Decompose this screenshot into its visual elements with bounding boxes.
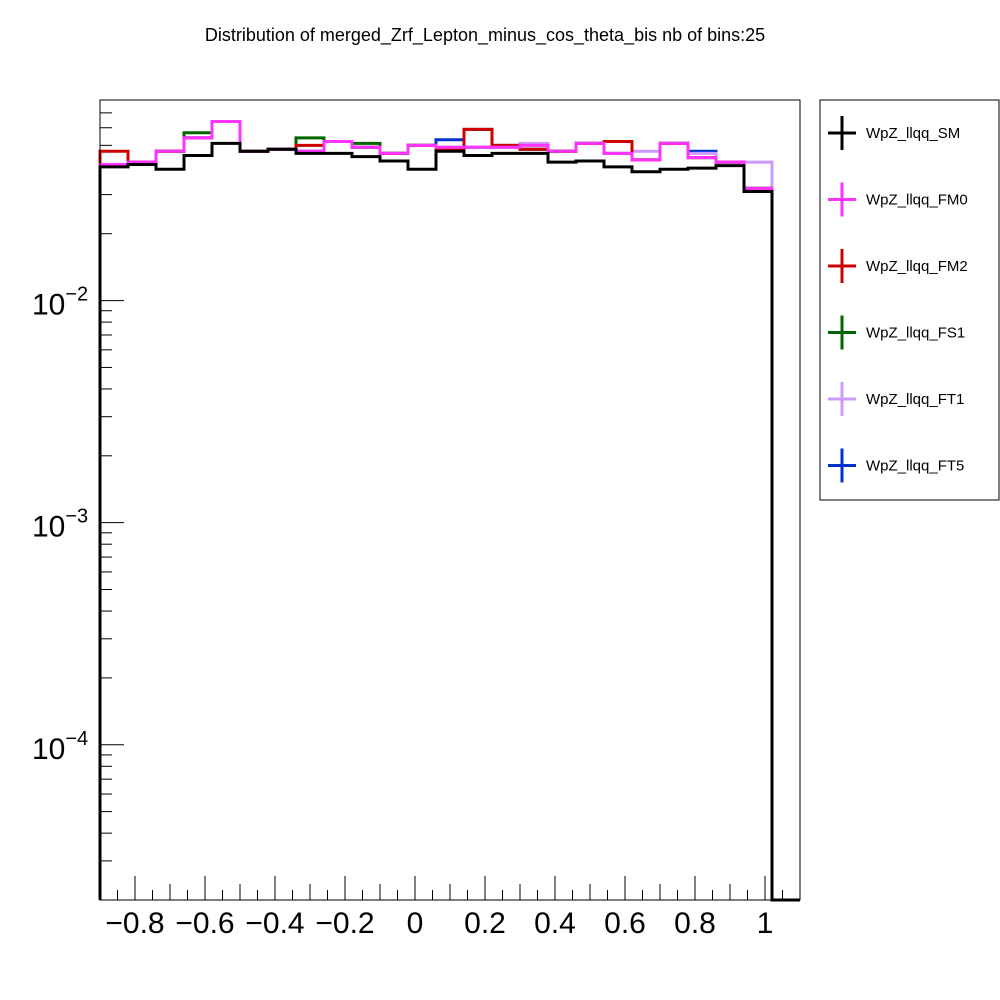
legend-label: WpZ_llqq_FM2	[866, 258, 968, 275]
x-tick-label: 0.6	[604, 907, 646, 940]
series-line-5	[98, 120, 800, 902]
y-tick-label: 10−2	[32, 284, 88, 322]
x-tick-label: −0.6	[175, 907, 234, 940]
legend-label: WpZ_llqq_FM0	[866, 192, 968, 209]
x-tick-label: 0	[407, 907, 424, 940]
y-tick-label: 10−3	[32, 506, 88, 544]
legend: WpZ_llqq_SM WpZ_llqq_FM0 WpZ_llqq_FM2 WpZ_l…	[819, 99, 1000, 501]
x-tick-label: −0.8	[105, 907, 164, 940]
legend-label: WpZ_llqq_FT1	[866, 391, 964, 408]
x-tick-label: −0.4	[245, 907, 304, 940]
series-line-0	[98, 141, 800, 902]
x-tick-label: 0.8	[674, 907, 716, 940]
x-tick-label: 1	[757, 907, 774, 940]
y-tick-label: 10−4	[32, 728, 88, 766]
series-line-1	[98, 120, 800, 902]
y-axis: 10−2 10−3 10−4	[32, 99, 124, 901]
series-line-3	[98, 120, 800, 902]
plot-series-group	[98, 120, 800, 902]
plot-frame	[99, 99, 801, 901]
x-tick-label: 0.4	[534, 907, 576, 940]
series-line-4	[98, 120, 800, 902]
legend-box	[819, 99, 1000, 501]
x-tick-label: 0.2	[464, 907, 506, 940]
legend-label: WpZ_llqq_SM	[866, 125, 960, 142]
series-line-2	[98, 120, 800, 902]
x-axis: −0.8 −0.6 −0.4 −0.2 0 0.2 0.4 0.6 0.8 1	[99, 876, 801, 940]
chart-title: Distribution of merged_Zrf_Lepton_minus_…	[205, 25, 765, 46]
x-tick-label: −0.2	[315, 907, 374, 940]
legend-label: WpZ_llqq_FS1	[866, 325, 965, 342]
legend-label: WpZ_llqq_FT5	[866, 458, 964, 475]
